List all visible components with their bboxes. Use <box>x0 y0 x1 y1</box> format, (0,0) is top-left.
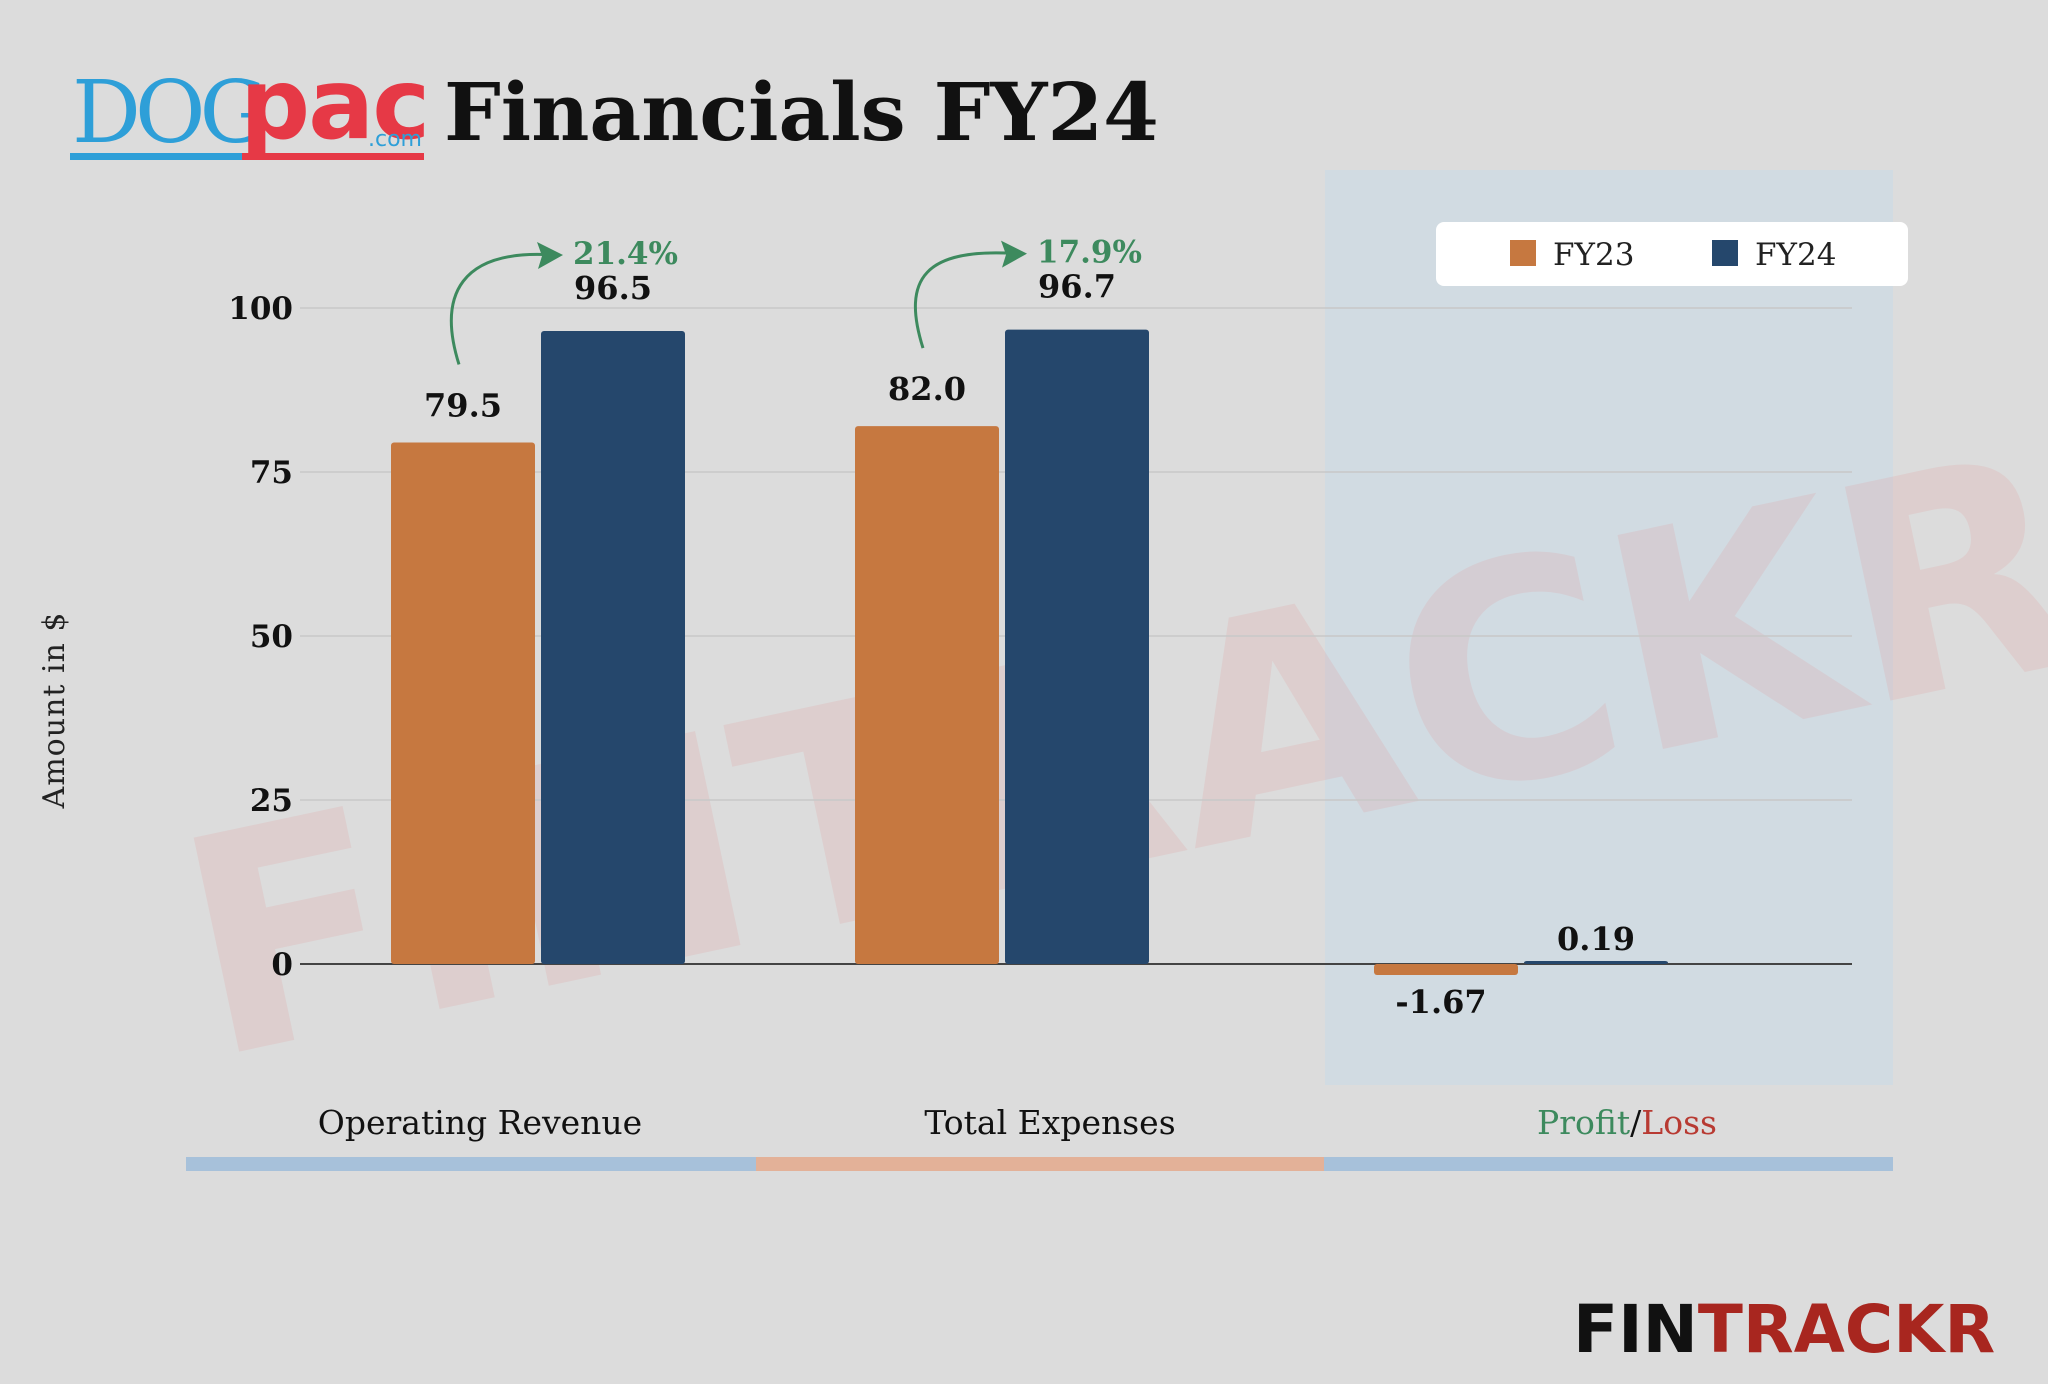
legend-swatch-fy23 <box>1510 240 1536 266</box>
growth-percent-0: 21.4% <box>573 236 678 272</box>
page-title: Financials FY24 <box>444 65 1159 159</box>
logo-text-dog: DOG <box>72 63 262 163</box>
category-band-total-expenses <box>756 1157 1324 1171</box>
y-tick-labels: 0 25 50 75 100 <box>228 291 293 983</box>
loss-label: Loss <box>1641 1103 1717 1142</box>
value-labels: 79.5 82.0 -1.67 96.5 96.7 0.19 <box>424 268 1635 1021</box>
bar-fy24-2 <box>1524 961 1668 964</box>
bar-fy23-2 <box>1374 964 1518 975</box>
y-tick-25: 25 <box>250 783 293 819</box>
y-tick-75: 75 <box>250 455 293 491</box>
y-tick-0: 0 <box>271 947 293 983</box>
legend-label-fy24: FY24 <box>1755 237 1836 273</box>
logo-text-pac: pac <box>240 48 428 162</box>
y-axis-label: Amount in $ <box>37 612 72 810</box>
growth-arrowhead-0 <box>537 241 563 269</box>
brand-logo-trackr: TRACKR <box>1698 1291 1995 1368</box>
category-band-profit-loss <box>1324 1157 1893 1171</box>
legend-swatch-fy24 <box>1712 240 1738 266</box>
growth-percent-1: 17.9% <box>1037 235 1142 271</box>
category-label-total-expenses: Total Expenses <box>924 1103 1175 1142</box>
logo-text-com: .com <box>368 127 422 152</box>
profit-label: Profit <box>1537 1103 1630 1142</box>
brand-logo-fin: FIN <box>1573 1291 1698 1368</box>
profit-loss-highlight-panel <box>1325 170 1893 1085</box>
logo-underline-blue <box>70 153 242 160</box>
category-labels: Operating Revenue Total Expenses Profit/… <box>318 1103 1717 1142</box>
legend-box <box>1436 222 1908 286</box>
bar-fy24-1 <box>1005 329 1149 964</box>
y-tick-100: 100 <box>228 291 293 327</box>
value-label-fy24-1: 96.7 <box>1038 268 1116 306</box>
growth-annotations: 21.4% 17.9% <box>449 235 1142 365</box>
legend: FY23 FY24 <box>1436 222 1908 286</box>
legend-label-fy23: FY23 <box>1553 237 1634 273</box>
growth-arrowhead-1 <box>1001 240 1027 268</box>
value-label-fy23-0: 79.5 <box>424 386 502 424</box>
brand-logo: FINTRACKR <box>1573 1291 1995 1368</box>
bar-fy24-0 <box>541 330 685 965</box>
growth-arrow-0 <box>449 252 554 365</box>
bar-fy23-0 <box>391 442 535 965</box>
y-tick-50: 50 <box>250 619 293 655</box>
logo-underline-red <box>242 153 424 160</box>
category-band-operating-revenue <box>186 1157 756 1171</box>
bars <box>391 329 1668 975</box>
logo: DOG pac .com <box>70 48 430 163</box>
bar-fy23-1 <box>855 426 999 965</box>
value-label-fy24-0: 96.5 <box>574 269 652 307</box>
value-label-fy24-2: 0.19 <box>1557 920 1635 958</box>
value-label-fy23-1: 82.0 <box>888 370 966 408</box>
growth-arrow-1 <box>913 251 1018 349</box>
category-label-profit-loss: Profit/Loss <box>1537 1103 1717 1142</box>
category-label-operating-revenue: Operating Revenue <box>318 1103 642 1142</box>
value-label-fy23-2: -1.67 <box>1395 983 1486 1021</box>
profit-loss-separator: / <box>1630 1103 1642 1142</box>
